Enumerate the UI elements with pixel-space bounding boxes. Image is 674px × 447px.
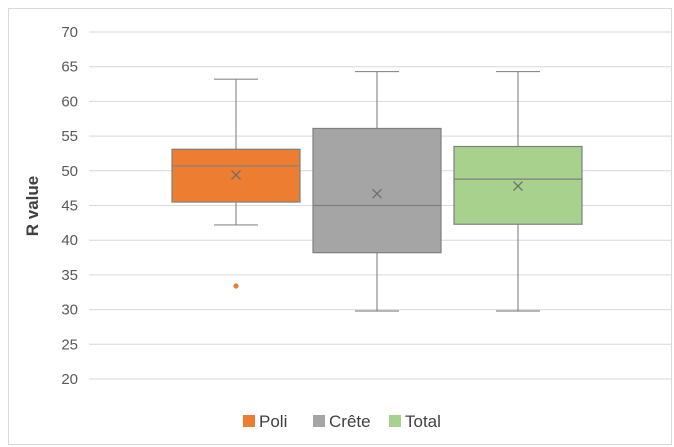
- legend-label: Poli: [259, 412, 287, 431]
- y-tick-label: 45: [61, 198, 78, 215]
- y-tick-label: 30: [61, 302, 78, 319]
- legend-swatch: [389, 415, 401, 427]
- mean-marker: [231, 170, 241, 180]
- box-2: [312, 70, 442, 312]
- mean-marker: [372, 188, 382, 199]
- y-tick-label: 50: [61, 163, 78, 180]
- y-tick-label: 55: [61, 128, 78, 145]
- y-tick-label: 40: [61, 232, 78, 249]
- legend-swatch: [313, 415, 325, 427]
- y-tick-label: 60: [61, 93, 78, 110]
- legend: Poli Crête Total: [243, 412, 441, 431]
- legend-label: Crête: [329, 412, 371, 431]
- box-series: [171, 70, 583, 312]
- mean-marker: [513, 181, 523, 192]
- legend-swatch: [243, 415, 255, 427]
- y-tick-label: 65: [61, 59, 78, 76]
- y-tick-label: 20: [61, 371, 78, 388]
- y-tick-label: 25: [61, 336, 78, 353]
- y-axis-ticks: 20 25 30 35 40 45 50 55 60 65 70: [61, 24, 78, 388]
- y-axis-label: R value: [23, 176, 42, 236]
- box-1: [171, 78, 301, 289]
- legend-label: Total: [405, 412, 441, 431]
- box-3: [453, 70, 583, 312]
- y-tick-label: 35: [61, 267, 78, 284]
- iqr-box: [312, 127, 442, 254]
- outlier-point: [233, 283, 239, 289]
- y-tick-label: 70: [61, 24, 78, 41]
